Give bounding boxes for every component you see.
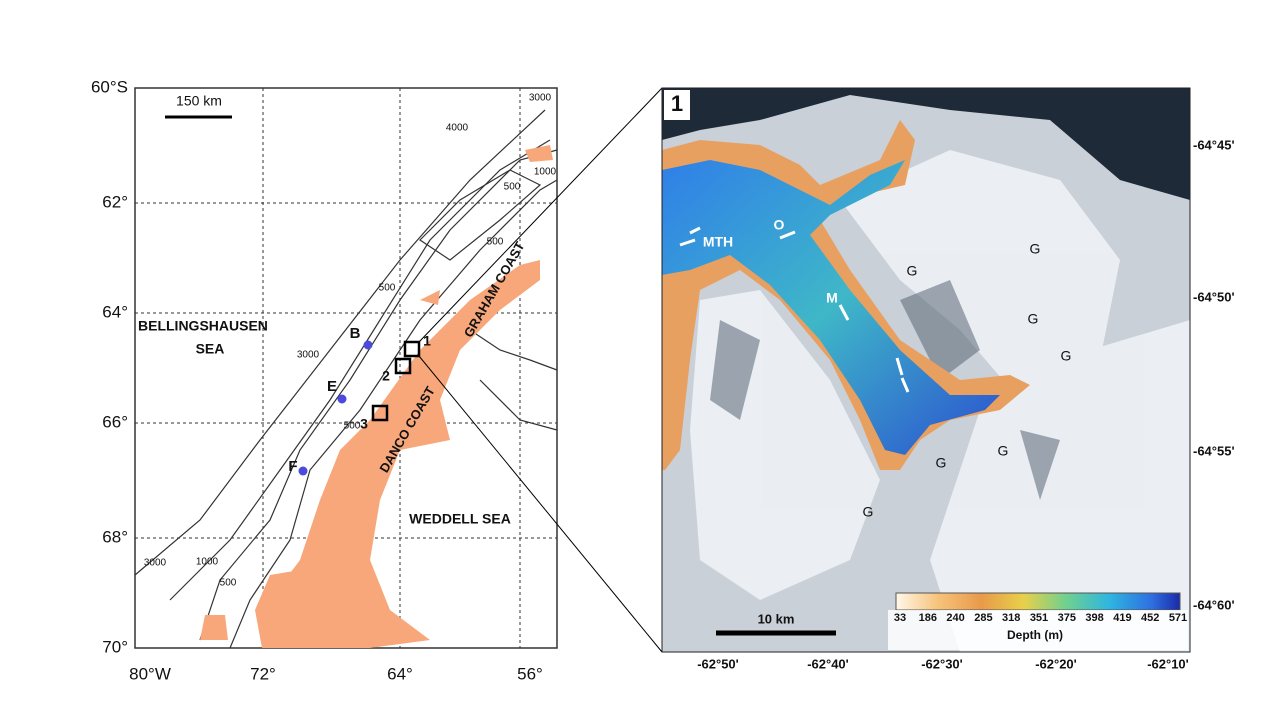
open-water xyxy=(662,88,1190,200)
sea-label: SEA xyxy=(196,341,225,357)
colorbar-tick: 398 xyxy=(1085,612,1103,624)
colorbar-tick: 375 xyxy=(1058,612,1076,624)
glacier-label: G xyxy=(1028,311,1039,327)
colorbar-tick: 419 xyxy=(1113,612,1131,624)
contour-label: 4000 xyxy=(446,123,469,134)
station-label: F xyxy=(288,458,297,475)
lat-label: 70° xyxy=(102,637,128,656)
lon-label: -62°10' xyxy=(1147,656,1189,671)
map-frame xyxy=(661,87,1191,653)
scale-label: 10 km xyxy=(758,611,795,626)
feature-label: MTH xyxy=(703,234,733,250)
box-label: 3 xyxy=(360,416,368,432)
land xyxy=(200,145,553,648)
colorbar-tick: 571 xyxy=(1169,612,1187,624)
glacier-label: G xyxy=(1030,241,1041,257)
lon-label: 80°W xyxy=(129,664,171,683)
lon-label: -62°50' xyxy=(697,656,739,671)
lat-label: 64° xyxy=(102,302,128,321)
colorbar-title: Depth (m) xyxy=(1007,628,1063,642)
lat-label: 68° xyxy=(102,527,128,546)
contour-label: 500 xyxy=(344,421,361,432)
study-boxes xyxy=(371,340,421,422)
feature-label: O xyxy=(774,217,785,233)
colorbar-tick: 351 xyxy=(1030,612,1048,624)
contour-label: 3000 xyxy=(529,93,552,104)
lon-label: -62°20' xyxy=(1035,656,1077,671)
fjord-bathymetry xyxy=(662,160,1000,455)
colorbar-tick: 186 xyxy=(919,612,937,624)
colorbar-tick: 452 xyxy=(1141,612,1159,624)
contour-label: 500 xyxy=(504,182,521,193)
colorbar xyxy=(895,592,1181,611)
station-label: B xyxy=(350,325,361,342)
glacier-label: G xyxy=(907,263,918,279)
contour-label: 500 xyxy=(379,283,396,294)
lat-label: 62° xyxy=(102,192,128,211)
feature-label: M xyxy=(826,290,838,306)
contour-label: 1000 xyxy=(196,557,219,568)
contour-label: 500 xyxy=(220,578,237,589)
box-label: 2 xyxy=(382,368,390,384)
contours xyxy=(134,109,558,649)
lat-label: -64°50' xyxy=(1193,289,1235,304)
right-map xyxy=(661,87,1191,653)
box-label: 1 xyxy=(423,333,431,349)
lon-label: -62°40' xyxy=(807,656,849,671)
glacier-label: G xyxy=(863,504,874,520)
sea-label: WEDDELL SEA xyxy=(409,511,511,527)
glacier-label: G xyxy=(1061,348,1072,364)
connector-lines xyxy=(418,87,663,653)
sea-label: BELLINGSHAUSEN xyxy=(138,318,268,334)
colorbar-bg xyxy=(888,610,1188,650)
lat-label: 66° xyxy=(102,412,128,431)
stations xyxy=(298,340,373,476)
lon-label: -62°30' xyxy=(921,656,963,671)
contour-label: 3000 xyxy=(144,558,167,569)
colorbar-tick: 318 xyxy=(1002,612,1020,624)
panel-label-box xyxy=(664,90,690,120)
colorbar-tick: 285 xyxy=(974,612,992,624)
lat-label: -64°55' xyxy=(1193,443,1235,458)
feature-marks xyxy=(679,226,910,393)
contour-label: 3000 xyxy=(297,350,320,361)
contour-label: 1000 xyxy=(534,167,557,178)
scale-label: 150 km xyxy=(176,93,222,109)
contour-label: 500 xyxy=(487,237,504,248)
lon-label: 72° xyxy=(250,664,276,683)
station-label: E xyxy=(327,378,337,395)
lat-label: 60°S xyxy=(91,77,128,96)
rock xyxy=(710,280,1060,500)
colorbar-tick: 33 xyxy=(894,612,906,624)
glacier-label: G xyxy=(998,443,1009,459)
colorbar-tick: 240 xyxy=(946,612,964,624)
panel-label: 1 xyxy=(671,91,683,116)
lat-label: -64°45' xyxy=(1193,137,1235,152)
lon-label: 64° xyxy=(387,664,413,683)
left-map xyxy=(134,87,663,653)
lat-label: -64°60' xyxy=(1193,597,1235,612)
glacier-label: G xyxy=(936,455,947,471)
lon-label: 56° xyxy=(517,664,543,683)
